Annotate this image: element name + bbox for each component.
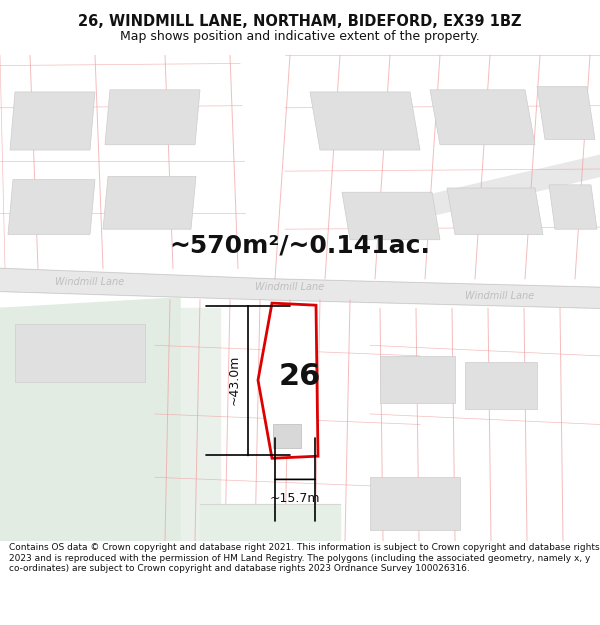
Text: Windmill Lane: Windmill Lane [55,277,125,287]
Text: Contains OS data © Crown copyright and database right 2021. This information is : Contains OS data © Crown copyright and d… [9,543,599,573]
Text: Windmill Lane: Windmill Lane [466,291,535,301]
Polygon shape [537,87,595,139]
Bar [273,424,301,448]
Polygon shape [310,92,420,150]
Bar [465,362,537,409]
Text: ~570m²/~0.141ac.: ~570m²/~0.141ac. [170,233,430,257]
Polygon shape [258,303,318,458]
Text: ~43.0m: ~43.0m [227,355,241,406]
Text: ~15.7m: ~15.7m [270,492,320,505]
Polygon shape [105,90,200,145]
Polygon shape [430,90,535,145]
Bar [15,324,145,382]
Polygon shape [270,279,600,308]
Bar [380,356,455,403]
Text: 26: 26 [279,362,321,391]
Polygon shape [8,179,95,234]
Text: 26, WINDMILL LANE, NORTHAM, BIDEFORD, EX39 1BZ: 26, WINDMILL LANE, NORTHAM, BIDEFORD, EX… [78,14,522,29]
Polygon shape [0,298,180,541]
Text: Windmill Lane: Windmill Lane [256,282,325,292]
Polygon shape [10,92,95,150]
Text: Map shows position and indicative extent of the property.: Map shows position and indicative extent… [120,30,480,43]
Polygon shape [549,185,597,229]
Polygon shape [200,504,340,541]
Polygon shape [0,308,220,541]
Polygon shape [447,188,543,234]
Polygon shape [342,192,440,240]
Polygon shape [350,155,600,234]
Bar [370,478,460,530]
Polygon shape [103,176,196,229]
Polygon shape [0,268,270,300]
